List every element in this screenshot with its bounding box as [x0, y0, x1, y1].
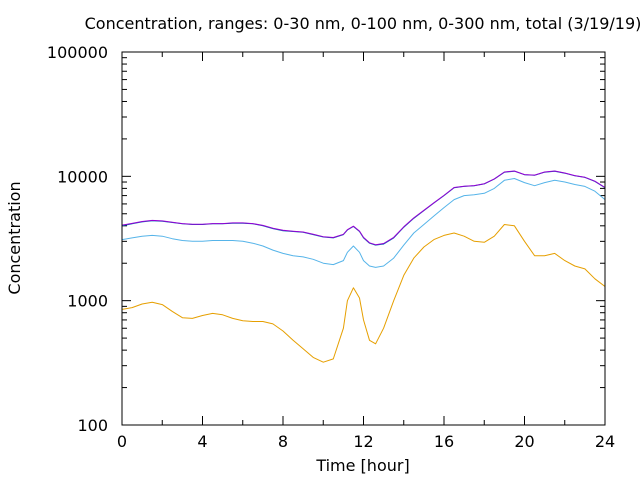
y-tick-label: 10000 [57, 167, 108, 186]
y-axis-label: Concentration [5, 181, 24, 294]
y-tick-label: 100 [77, 416, 108, 435]
x-tick-label: 4 [197, 432, 207, 451]
x-tick-label: 8 [278, 432, 288, 451]
y-tick-label: 1000 [67, 292, 108, 311]
y-tick-label: 100000 [47, 43, 108, 62]
series-lines [121, 170, 606, 363]
x-axis-label: Time [hour] [315, 456, 409, 475]
series-line-1 [121, 224, 606, 363]
x-tick-label: 0 [117, 432, 127, 451]
x-tick-label: 12 [353, 432, 373, 451]
x-tick-label: 20 [514, 432, 534, 451]
plot-frame [121, 51, 606, 426]
x-tick-label: 16 [434, 432, 454, 451]
chart-title: Concentration, ranges: 0-30 nm, 0-100 nm… [85, 14, 640, 33]
x-tick-label: 24 [595, 432, 615, 451]
series-line-4 [121, 170, 606, 246]
axis-ticks: 0 4 8 12 16 20 24 100 1000 10000 100000 [47, 43, 615, 451]
series-line-2 [121, 178, 606, 268]
series-line-3 [121, 170, 606, 246]
